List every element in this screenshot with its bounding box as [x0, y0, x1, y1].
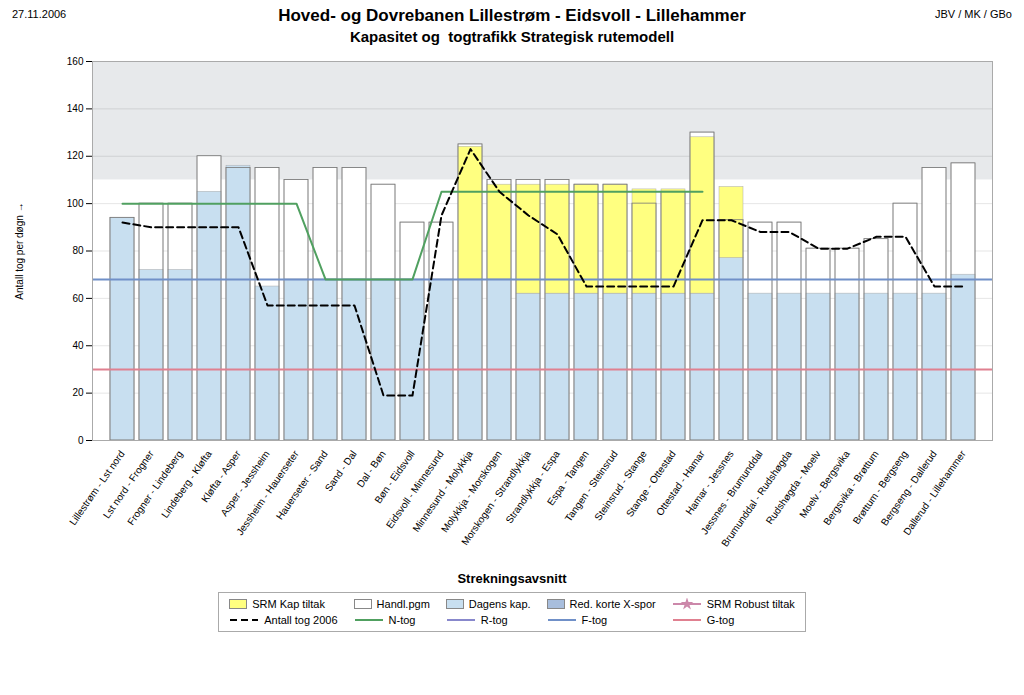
html-text:R-tog: R-tog	[480, 614, 508, 626]
html-text:Red. korte X-spor: Red. korte X-spor	[569, 598, 656, 610]
svg-text:60: 60	[72, 293, 84, 304]
svg-text:0: 0	[78, 435, 84, 446]
html-text:SRM Kap tiltak: SRM Kap tiltak	[252, 598, 325, 610]
html-text:N-tog: N-tog	[388, 614, 416, 626]
svg-text:Jessnes - Brumunddal: Jessnes - Brumunddal	[698, 448, 765, 537]
html-text:G-tog: G-tog	[706, 614, 735, 626]
svg-text:160: 160	[67, 56, 84, 67]
svg-text:140: 140	[67, 103, 84, 114]
svg-text:Ottestad - Hamar: Ottestad - Hamar	[654, 448, 707, 518]
html-text:Handl.pgm: Handl.pgm	[376, 598, 430, 610]
svg-text:Bøn - Eidsvoll: Bøn - Eidsvoll	[372, 448, 417, 506]
svg-text:Lst nord - Frogner: Lst nord - Frogner	[101, 448, 156, 520]
svg-text:Molykkja - Morskogen: Molykkja - Morskogen	[439, 448, 504, 535]
svg-text:Hamar - Jessnes: Hamar - Jessnes	[683, 448, 736, 517]
svg-text:Tangen - Steinsrud: Tangen - Steinsrud	[563, 448, 620, 523]
svg-text:Rudshøgda - Moelv: Rudshøgda - Moelv	[764, 448, 823, 526]
svg-text:Lillestrøm - Lst nord: Lillestrøm - Lst nord	[67, 448, 127, 527]
svg-text:Espa - Tangen: Espa - Tangen	[544, 448, 591, 508]
html-text:27.11.2006: 27.11.2006	[12, 8, 67, 20]
svg-text:Lindeberg - Kløfta: Lindeberg - Kløfta	[159, 448, 214, 520]
svg-text:Antall tog per døgn →: Antall tog per døgn →	[14, 202, 25, 299]
svg-text:Kløfta - Asper: Kløfta - Asper	[199, 448, 243, 505]
svg-text:Morskogen - Strandlykkja: Morskogen - Strandlykkja	[459, 448, 533, 548]
svg-text:Brøttum - Bergseng: Brøttum - Bergseng	[851, 448, 910, 526]
svg-text:Steinsrud - Stange: Steinsrud - Stange	[592, 448, 649, 523]
svg-text:40: 40	[72, 340, 84, 351]
html-text:F-tog: F-tog	[581, 614, 608, 626]
html-text:Antall tog 2006: Antall tog 2006	[264, 614, 338, 626]
svg-text:Strandlykkja - Espa: Strandlykkja - Espa	[503, 448, 562, 525]
html-text:Strekningsavsnitt: Strekningsavsnitt	[457, 571, 567, 586]
svg-text:Hauerseter - Sand: Hauerseter - Sand	[274, 448, 330, 521]
svg-text:Eidsvoll - Minnesund: Eidsvoll - Minnesund	[383, 448, 446, 531]
svg-text:Minnesund - Molykkja: Minnesund - Molykkja	[410, 448, 475, 534]
svg-text:Stange - Ottestad: Stange - Ottestad	[624, 448, 678, 519]
svg-text:Dallerud - Lillehammer: Dallerud - Lillehammer	[901, 448, 968, 537]
svg-text:120: 120	[67, 150, 84, 161]
html-text:Dagens kap.: Dagens kap.	[468, 598, 531, 610]
svg-text:Dal - Bøn: Dal - Bøn	[354, 448, 388, 490]
svg-text:Bergsvika - Brøttum: Bergsvika - Brøttum	[821, 448, 881, 527]
svg-text:80: 80	[72, 245, 84, 256]
svg-text:20: 20	[72, 387, 84, 398]
html-text:JBV / MK / GBo: JBV / MK / GBo	[935, 8, 1012, 20]
svg-text:100: 100	[67, 198, 84, 209]
svg-text:Bergseng - Dallerud: Bergseng - Dallerud	[879, 448, 939, 527]
html-text:SRM Robust tiltak: SRM Robust tiltak	[706, 598, 795, 610]
html-text:Hoved- og Dovrebanen Lillestrø: Hoved- og Dovrebanen Lillestrøm - Eidsvo…	[278, 6, 746, 25]
svg-text:Moelv - Bergsvika: Moelv - Bergsvika	[797, 448, 852, 520]
svg-text:Jessheim - Hauerseter: Jessheim - Hauerseter	[234, 448, 301, 538]
svg-text:Asper - Jessheim: Asper - Jessheim	[218, 448, 272, 519]
svg-text:Sand - Dal: Sand - Dal	[323, 448, 359, 493]
svg-text:Frogner - Lindeberg: Frogner - Lindeberg	[125, 448, 185, 527]
html-text:Kapasitet og togtrafikk Strate: Kapasitet og togtrafikk Strategisk rutem…	[349, 28, 675, 45]
svg-text:Brumunddal - Rudshøgda: Brumunddal - Rudshøgda	[719, 448, 794, 549]
